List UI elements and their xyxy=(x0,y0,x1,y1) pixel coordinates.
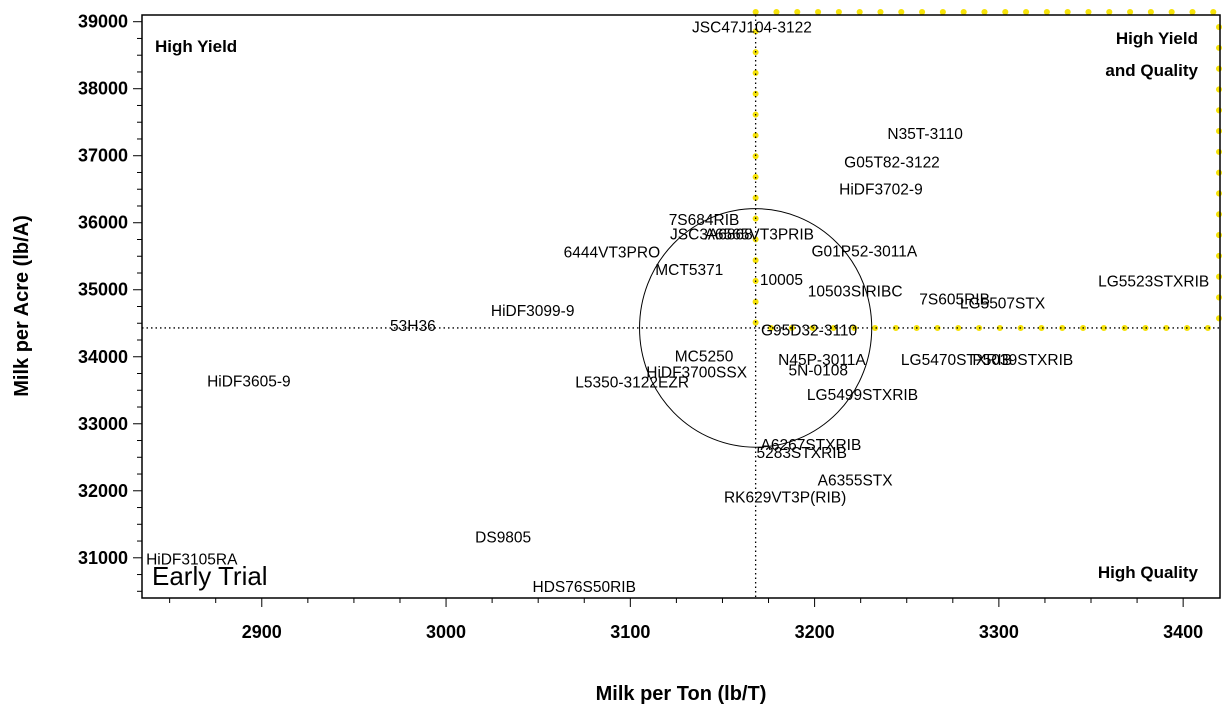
data-point-label: A6565VT3PRIB xyxy=(705,227,814,244)
data-point-label: G05T82-3122 xyxy=(844,154,940,171)
data-point-label: P5039STXRIB xyxy=(972,352,1073,369)
data-point-label: HiDF3700SSX xyxy=(646,365,747,382)
y-axis-title: Milk per Acre (lb/A) xyxy=(11,215,33,397)
x-tick-label: 3100 xyxy=(610,622,650,642)
data-point-label: 10005 xyxy=(760,272,803,289)
y-tick-label: 38000 xyxy=(78,79,128,99)
data-point-label: HiDF3099-9 xyxy=(491,303,575,320)
data-point-label: LG5523STXRIB xyxy=(1098,274,1209,291)
data-point-label: 5283STXRIB xyxy=(756,445,846,462)
data-point-label: HDS76S50RIB xyxy=(533,579,636,596)
data-point-label: N45P-3011A xyxy=(778,352,866,369)
x-tick-label: 3200 xyxy=(795,622,835,642)
x-tick-label: 2900 xyxy=(242,622,282,642)
data-point-label: HiDF3105RA xyxy=(146,552,238,569)
data-point-labels: JSC47J104-3122 N35T-3110 G05T82-3122 HiDF37… xyxy=(146,20,1209,597)
y-tick-label: 35000 xyxy=(78,280,128,300)
y-tick-label: 32000 xyxy=(78,481,128,501)
quadrant-label-high-yield-quality-line2: and Quality xyxy=(1105,61,1198,80)
data-point-label: MCT5371 xyxy=(655,262,723,279)
data-point-label: G01P52-3011A xyxy=(811,243,917,260)
quadrant-label-early-trial: Early Trial xyxy=(152,561,268,591)
x-tick-label: 3300 xyxy=(979,622,1019,642)
confidence-ellipse xyxy=(639,208,873,448)
y-tick-label: 33000 xyxy=(78,414,128,434)
data-point-label: 10503SIRIBC xyxy=(808,284,903,301)
data-point-label: A6267STXRIB xyxy=(761,437,862,454)
data-point-label: HiDF3605-9 xyxy=(207,373,291,390)
data-point-label: 5N-0108 xyxy=(789,363,848,380)
y-tick-label: 37000 xyxy=(78,146,128,166)
y-axis-ticks: 31000 32000 33000 34000 35000 36000 37000 38000… xyxy=(78,12,142,592)
y-tick-label: 31000 xyxy=(78,548,128,568)
quadrant-label-high-yield: High Yield xyxy=(155,37,237,56)
data-point-label: HiDF3702-9 xyxy=(839,182,923,199)
data-point-label: A6355STX xyxy=(818,473,894,490)
data-point-label: MC5250 xyxy=(675,349,734,366)
plot-background xyxy=(142,15,1220,598)
x-tick-label: 3000 xyxy=(426,622,466,642)
high-yield-quality-highlight xyxy=(752,9,1222,331)
x-axis-title: Milk per Ton (lb/T) xyxy=(596,683,767,705)
y-tick-label: 39000 xyxy=(78,12,128,32)
data-point-label: DS9805 xyxy=(475,530,531,547)
data-point-label: 7S605RIB xyxy=(919,292,990,309)
data-point-label: G95D32-3110 xyxy=(761,322,858,339)
y-tick-label: 34000 xyxy=(78,347,128,367)
data-point-label: JSC3A6868 xyxy=(670,227,753,244)
data-point-label: L5350-3122EZR xyxy=(575,375,689,392)
data-point-label: LG5470STXRIB xyxy=(901,352,1012,369)
data-point-label: JSC47J104-3122 xyxy=(692,20,812,37)
data-point-label: RK629VT3P(RIB) xyxy=(724,489,846,506)
highlight-border xyxy=(752,9,1222,331)
data-point-label: LG5507STX xyxy=(960,296,1046,313)
data-point-label: 53H36 xyxy=(390,318,436,335)
data-point-label: 6444VT3PRO xyxy=(564,245,661,262)
data-point-label: N35T-3110 xyxy=(887,126,963,143)
quadrant-label-high-yield-quality-line1: High Yield xyxy=(1116,29,1198,48)
quadrant-label-high-quality: High Quality xyxy=(1098,563,1199,582)
y-tick-label: 36000 xyxy=(78,213,128,233)
data-point-label: 7S684RIB xyxy=(669,212,740,229)
x-axis-ticks: 2900 3000 3100 3200 3300 3400 xyxy=(169,598,1203,642)
x-tick-label: 3400 xyxy=(1163,622,1203,642)
data-point-label: LG5499STXRIB xyxy=(807,387,918,404)
